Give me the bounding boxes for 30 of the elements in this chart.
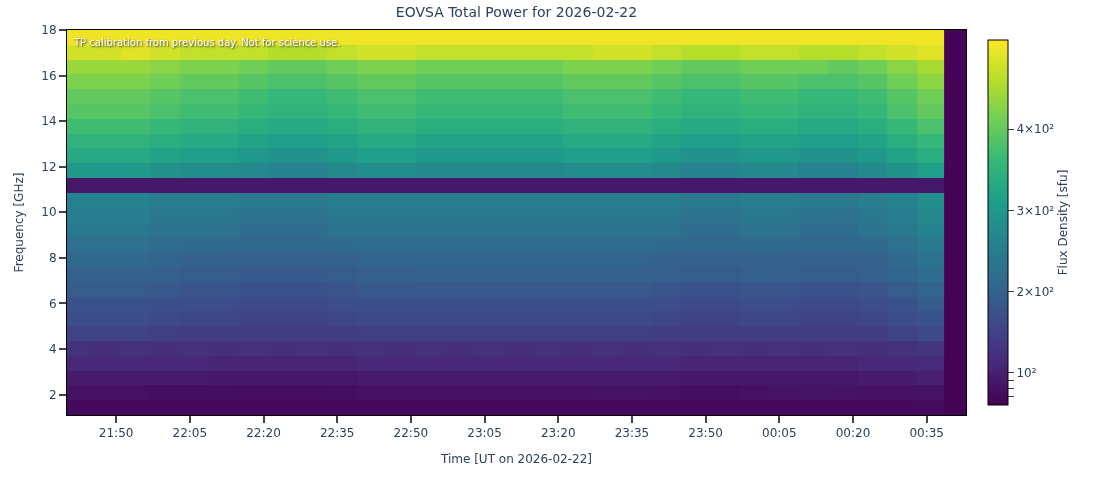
y-tick-label: 10 (41, 205, 57, 220)
x-tick-label: 22:20 (246, 426, 281, 441)
y-tick-label: 12 (41, 159, 57, 174)
x-tick-label: 23:35 (614, 426, 650, 441)
color-bar-label: 10² (1016, 365, 1037, 380)
x-tick-label: 23:05 (467, 426, 502, 441)
x-tick-label: 00:20 (835, 426, 871, 441)
x-tick-label: 00:35 (909, 426, 944, 441)
x-tick-label: 00:05 (762, 426, 797, 441)
y-tick-label: 6 (48, 296, 57, 311)
color-bar-label: 3×10² (1016, 203, 1055, 218)
y-tick-label: 4 (48, 342, 57, 357)
y-tick-label: 14 (41, 114, 57, 129)
color-bar-label: 2×10² (1016, 284, 1055, 299)
color-bar-title: Flux Density [sfu] (1056, 169, 1071, 276)
x-tick-label: 22:35 (319, 426, 355, 441)
y-axis-title: Frequency [GHz] (11, 172, 26, 273)
x-tick-label: 23:50 (688, 426, 723, 441)
y-tick-label: 8 (48, 251, 57, 266)
color-bar-label: 4×10² (1016, 122, 1055, 137)
y-tick-label: 18 (41, 23, 57, 38)
y-tick-label: 16 (41, 68, 57, 83)
x-tick-label: 21:50 (98, 426, 134, 441)
x-tick-label: 23:20 (540, 426, 576, 441)
y-tick-label: 2 (48, 387, 57, 402)
annotation: TP calibration from previous day. Not for science use. (73, 37, 341, 48)
x-axis-title: Time [UT on 2026-02-22] (440, 452, 592, 467)
x-tick-label: 22:05 (172, 426, 208, 441)
chart-title: EOVSA Total Power for 2026-02-22 (395, 3, 638, 20)
x-tick-label: 22:50 (393, 426, 429, 441)
